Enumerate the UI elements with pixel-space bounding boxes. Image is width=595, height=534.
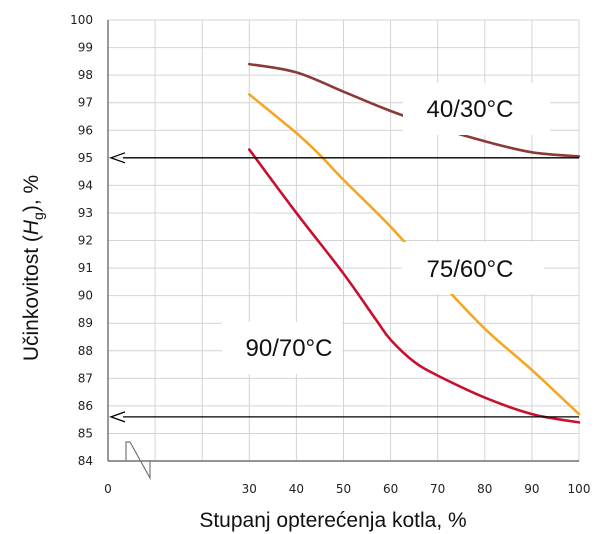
y-tick-label-2: 86 [78, 399, 93, 413]
series-line-1 [248, 93, 581, 416]
y-tick-label-12: 96 [78, 123, 93, 137]
y-tick-label-4: 88 [78, 344, 93, 358]
x-tick-label-5: 70 [430, 482, 445, 496]
reference-arrow-head-1 [109, 411, 126, 423]
reference-arrows [109, 152, 579, 423]
y-tick-label-11: 95 [78, 151, 93, 165]
y-tick-label-1: 85 [78, 426, 93, 440]
y-tick-labels: 84 85 86 87 88 89 90 91 92 93 94 95 96 97 98 99 100 [70, 13, 93, 468]
axis-break-mark [125, 441, 151, 481]
y-tick-label-6: 90 [78, 289, 93, 303]
y-tick-label-15: 99 [78, 41, 93, 55]
y-tick-label-8: 92 [78, 234, 93, 248]
x-tick-label-2: 40 [289, 482, 304, 496]
reference-arrow-head-0 [109, 152, 126, 164]
y-tick-label-0: 84 [78, 454, 93, 468]
series-label-1: 75/60°C [427, 256, 514, 283]
y-axis-label-variable: H [20, 219, 43, 235]
series-line-2 [248, 148, 581, 424]
x-tick-labels: 0 30 40 50 60 70 80 90 100 [104, 482, 590, 496]
y-axis-label: Učinkovitost (Hg), % [20, 175, 46, 361]
y-tick-label-7: 91 [78, 261, 93, 275]
x-tick-label-3: 50 [336, 482, 351, 496]
x-tick-label-1: 30 [242, 482, 257, 496]
y-tick-label-14: 98 [78, 68, 93, 82]
series-label-0: 40/30°C [427, 96, 514, 123]
series-label-2: 90/70°C [246, 335, 333, 362]
x-tick-label-7: 90 [524, 482, 539, 496]
x-axis-label: Stupanj opterećenja kotla, % [199, 509, 466, 532]
y-tick-label-5: 89 [78, 316, 93, 330]
x-tick-label-4: 60 [383, 482, 398, 496]
x-tick-label-6: 80 [477, 482, 492, 496]
series-label-bg-2 [222, 322, 342, 374]
x-tick-label-0: 0 [104, 482, 112, 496]
chart-axes [107, 20, 579, 481]
y-tick-label-13: 97 [78, 96, 93, 110]
y-axis-label-prefix: Učinkovitost ( [20, 235, 43, 361]
series-label-bg-0 [403, 83, 550, 135]
y-axis-label-suffix: ), % [20, 175, 43, 212]
y-tick-label-9: 93 [78, 206, 93, 220]
series-labels: 40/30°C 75/60°C 90/70°C [222, 83, 550, 374]
x-tick-label-8: 100 [568, 482, 591, 496]
y-tick-label-10: 94 [78, 178, 93, 192]
y-tick-label-16: 100 [70, 13, 93, 27]
series-label-bg-1 [402, 242, 544, 294]
y-tick-label-3: 87 [78, 371, 93, 385]
y-axis-label-subscript: g [30, 212, 46, 220]
